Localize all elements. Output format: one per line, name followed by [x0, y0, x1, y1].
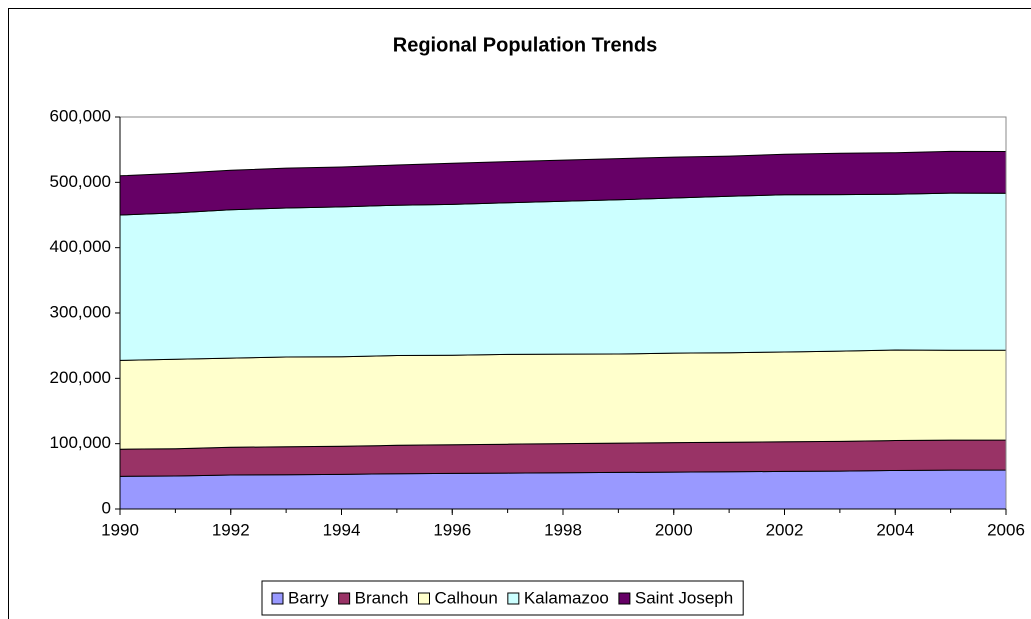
x-tick-label: 1996	[433, 520, 471, 539]
legend-label: Branch	[355, 588, 409, 607]
x-tick-label: 1994	[323, 520, 361, 539]
x-tick-label: 2004	[876, 520, 914, 539]
area	[119, 469, 1007, 510]
y-tick-label: 500,000	[50, 172, 111, 191]
legend-swatch	[271, 592, 284, 605]
x-tick-label: 1990	[101, 520, 139, 539]
x-tick-label: 1998	[544, 520, 582, 539]
legend-swatch	[507, 592, 520, 605]
x-tick-label: 2002	[766, 520, 804, 539]
x-tick-label: 2000	[655, 520, 693, 539]
x-tick-label: 2006	[987, 520, 1025, 539]
x-tick-label: 1992	[212, 520, 250, 539]
legend-label: Barry	[288, 588, 329, 607]
y-tick-label: 300,000	[50, 302, 111, 321]
legend-swatch	[418, 592, 430, 605]
y-tick-label: 200,000	[50, 368, 111, 387]
legend-label: Saint Joseph	[635, 588, 733, 607]
legend-swatch	[618, 592, 631, 605]
chart-title: Regional Population Trends	[393, 34, 657, 56]
legend-label: Calhoun	[435, 588, 498, 607]
legend-label: Kalamazoo	[524, 588, 609, 607]
y-tick-label: 400,000	[50, 237, 111, 256]
legend-swatch	[338, 592, 351, 605]
area	[119, 349, 1007, 450]
y-tick-label: 600,000	[50, 106, 111, 125]
y-tick-label: 100,000	[50, 433, 111, 452]
y-tick-label: 0	[102, 498, 111, 517]
area	[119, 192, 1007, 361]
